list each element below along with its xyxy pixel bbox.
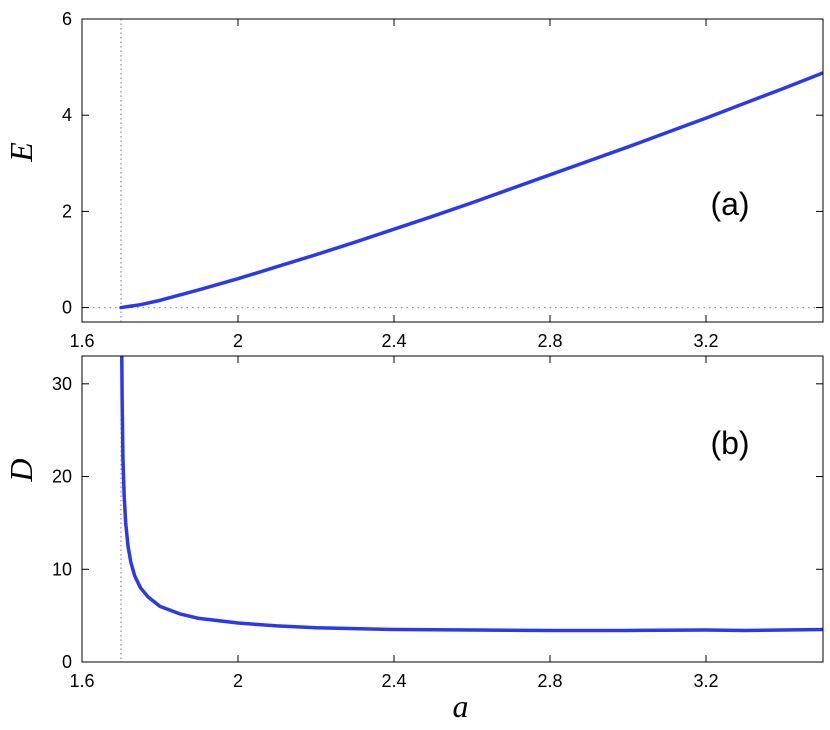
axes-box-b [81,355,824,663]
y-tick-label-a-0: 0 [62,298,72,318]
x-tick-label-a-2: 2.4 [381,331,406,351]
panel-b: 1.6 2 2.4 2.8 3.2 0 10 20 30 Da (b) [3,355,824,724]
y-axis-label-b: D [3,458,39,482]
series-line-a-0 [119,71,823,310]
x-tick-label-b-1: 2 [233,671,243,691]
series-line-b-0 [120,356,823,633]
y-tick-label-b-0: 0 [62,652,72,672]
y-tick-label-b-2: 20 [52,467,72,487]
x-tick-label-a-1: 2 [233,331,243,351]
x-tick-label-a-4: 3.2 [693,331,718,351]
y-tick-label-b-1: 10 [52,559,72,579]
panel-label-a: (a) [710,186,749,222]
y-axis-label-a: E [3,142,39,163]
y-tick-label-a-3: 6 [62,9,72,29]
x-tick-label-a-0: 1.6 [69,331,94,351]
x-tick-label-b-3: 2.8 [537,671,562,691]
x-tick-label-b-4: 3.2 [693,671,718,691]
x-axis-label-b: a [453,688,469,724]
y-tick-label-a-2: 4 [62,105,72,125]
x-tick-label-a-3: 2.8 [537,331,562,351]
panel-label-b: (b) [710,425,749,461]
x-tick-label-b-0: 1.6 [69,671,94,691]
y-tick-label-b-3: 30 [52,374,72,394]
panel-a: 1.6 2 2.4 2.8 3.2 0 2 4 6 E (a) [3,9,824,351]
x-tick-label-b-2: 2.4 [381,671,406,691]
axes-box-a [81,18,824,323]
y-tick-label-a-1: 2 [62,201,72,221]
